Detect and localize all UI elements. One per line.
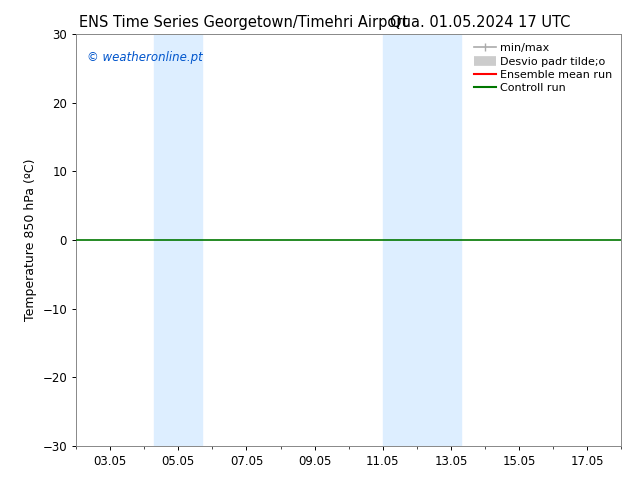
Bar <box>383 34 417 446</box>
Legend: min/max, Desvio padr tilde;o, Ensemble mean run, Controll run: min/max, Desvio padr tilde;o, Ensemble m… <box>470 40 616 97</box>
Text: ENS Time Series Georgetown/Timehri Airport: ENS Time Series Georgetown/Timehri Airpo… <box>79 15 408 30</box>
Bar <box>417 34 461 446</box>
Bar <box>155 34 202 446</box>
Text: Qua. 01.05.2024 17 UTC: Qua. 01.05.2024 17 UTC <box>390 15 571 30</box>
Text: © weatheronline.pt: © weatheronline.pt <box>87 51 203 64</box>
Y-axis label: Temperature 850 hPa (ºC): Temperature 850 hPa (ºC) <box>23 159 37 321</box>
